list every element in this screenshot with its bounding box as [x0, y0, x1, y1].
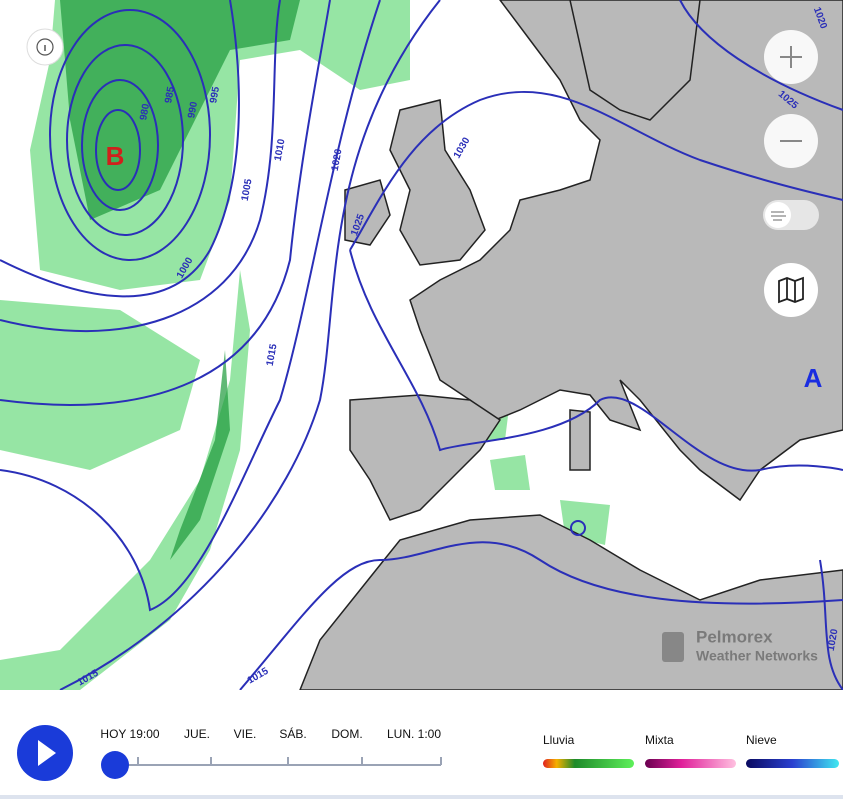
legend-rain-bar: [543, 759, 634, 768]
isobar-label: 990: [186, 100, 200, 119]
wind-toggle[interactable]: [763, 200, 819, 230]
logo: [662, 632, 684, 662]
timeline-label: DOM.: [331, 727, 362, 741]
isobar-label: 985: [163, 85, 177, 104]
play-button[interactable]: [17, 725, 73, 781]
isobar-label: 1015: [265, 343, 280, 367]
legend-mix-bar: [645, 759, 736, 768]
isobars: [0, 0, 843, 691]
timeline-label: HOY 19:00: [100, 727, 159, 741]
info-button[interactable]: [26, 28, 64, 66]
timeline-label: JUE.: [184, 727, 210, 741]
legend-snow-bar: [746, 759, 839, 768]
land: [298, 0, 843, 691]
zoom-in-button[interactable]: [764, 30, 818, 84]
high-pressure: A: [804, 363, 823, 393]
legend-label: Nieve: [746, 733, 777, 747]
legend-label: Mixta: [645, 733, 674, 747]
control-bar: [0, 690, 843, 800]
low-pressure: B: [106, 141, 125, 171]
timeline: HOY 19:00 JUE. VIE. SÁB. DOM. LUN. 1:00: [100, 726, 442, 765]
map-layers-button[interactable]: [764, 263, 818, 317]
timeline-label: VIE.: [234, 727, 257, 741]
legend-label: Lluvia: [543, 733, 575, 747]
attribution: Pelmorex Weather Networks: [662, 627, 818, 664]
legend: [543, 759, 839, 768]
timeline-label: LUN. 1:00: [387, 727, 441, 741]
zoom-out-button[interactable]: [764, 114, 818, 168]
brand-sub: Weather Networks: [696, 648, 818, 664]
timeline-label: SÁB.: [279, 726, 306, 741]
isobar-label: 1010: [273, 138, 288, 162]
isobar-label: 980: [138, 102, 152, 121]
isobar-label: 1005: [240, 178, 255, 202]
isobar-label: 995: [208, 85, 222, 104]
brand: Pelmorex: [696, 627, 773, 646]
isobar-label: 1020: [826, 628, 841, 652]
legend-labels: Lluvia Mixta Nieve: [543, 733, 777, 747]
timeline-handle[interactable]: [101, 751, 129, 779]
isobar-label: 1020: [330, 148, 345, 172]
